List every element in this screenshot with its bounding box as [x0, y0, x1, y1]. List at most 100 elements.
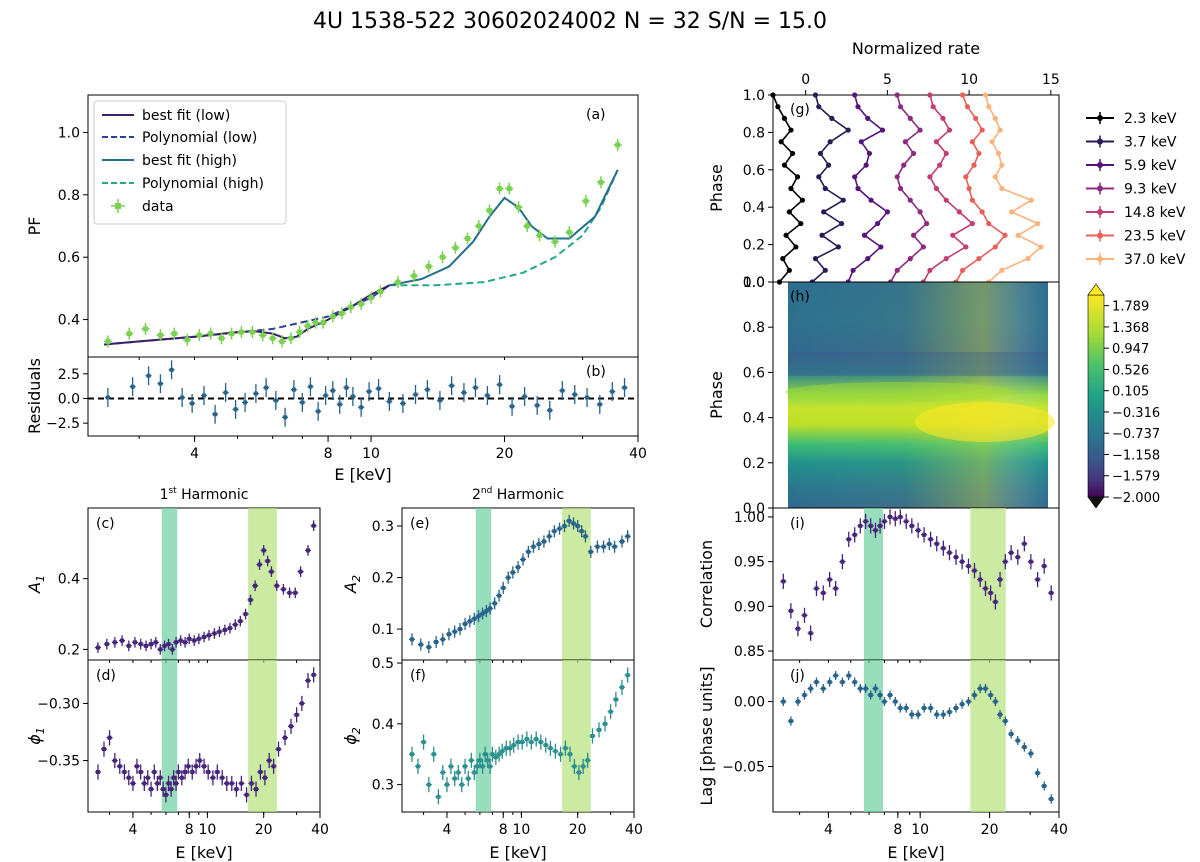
point-j-6	[821, 686, 826, 691]
profile-point-0-14	[781, 115, 788, 121]
point-i-33	[978, 577, 983, 582]
profile-point-2-2	[865, 256, 871, 262]
energy-band-f-1	[562, 660, 591, 812]
ytick-label-g-2: 0.4	[743, 200, 765, 216]
profile-point-5-15	[964, 104, 971, 110]
data-point-5	[184, 337, 190, 343]
profile-point-1-9	[816, 174, 822, 180]
ytick-label-f-1: 0.4	[372, 717, 394, 733]
panel-label-d: (d)	[96, 668, 116, 684]
point-c-19	[196, 636, 201, 641]
point-b-32	[437, 398, 442, 403]
point-f-20	[485, 758, 490, 763]
point-c-36	[281, 587, 286, 592]
profile-point-1-15	[816, 104, 822, 110]
ylabel-f: ϕ2	[341, 727, 363, 745]
ylabel-g: Phase	[707, 164, 726, 212]
legend-label-4: 14.8 keV	[1124, 205, 1186, 221]
point-i-17	[882, 519, 887, 524]
point-b-43	[572, 392, 577, 397]
point-j-42	[1028, 751, 1033, 756]
cbar-tick-label-8: −1.579	[1112, 470, 1160, 485]
ytick-label-i-0: 0.85	[734, 644, 765, 660]
profile-point-6-6	[1009, 209, 1015, 215]
profile-point-1-12	[827, 139, 833, 145]
data-point-11	[249, 329, 255, 335]
point-d-11	[145, 775, 150, 780]
point-d-39	[249, 781, 254, 786]
point-d-31	[210, 775, 215, 780]
profile-point-0-13	[788, 127, 794, 133]
point-c-9	[153, 640, 158, 645]
point-i-18	[888, 514, 893, 519]
point-c-26	[233, 622, 238, 627]
point-e-21	[520, 557, 525, 562]
point-d-10	[142, 781, 147, 786]
profile-point-3-9	[894, 174, 900, 180]
point-j-35	[988, 693, 993, 698]
point-c-7	[144, 643, 149, 648]
profile-point-6-10	[999, 162, 1005, 168]
profile-point-6-1	[999, 267, 1005, 273]
profile-point-2-13	[879, 127, 886, 133]
axes-j	[772, 659, 1060, 813]
energy-band-i-0	[863, 508, 884, 660]
point-j-4	[808, 686, 813, 691]
point-f-0	[409, 752, 414, 757]
point-c-15	[178, 638, 183, 643]
panel-g: 0.0 0.2 0.4 0.6 0.8 1.0 0 5 10 15 (g) Phase Norma…	[707, 39, 1186, 291]
point-f-39	[563, 746, 568, 751]
point-b-10	[233, 407, 238, 412]
point-i-30	[960, 559, 965, 564]
point-b-2	[146, 373, 151, 378]
point-c-38	[293, 590, 298, 595]
point-f-24	[497, 752, 502, 757]
point-c-29	[248, 597, 253, 602]
point-i-27	[941, 546, 946, 551]
point-d-16	[161, 787, 166, 792]
point-i-13	[863, 519, 868, 524]
data-point-18	[313, 320, 319, 326]
point-j-29	[953, 706, 958, 711]
point-c-8	[149, 642, 154, 647]
data-point-27	[411, 273, 417, 279]
point-e-37	[601, 544, 606, 549]
point-b-47	[622, 385, 627, 390]
point-i-29	[953, 555, 958, 560]
point-j-14	[868, 693, 873, 698]
profile-point-0-4	[783, 232, 789, 238]
point-i-4	[808, 631, 813, 636]
point-e-27	[552, 529, 557, 534]
point-d-37	[239, 781, 244, 786]
profile-point-1-2	[812, 256, 819, 262]
profile-point-4-5	[969, 220, 975, 227]
profile-point-0-11	[790, 150, 796, 157]
data-point-17	[305, 323, 311, 329]
point-j-41	[1022, 745, 1027, 750]
point-i-3	[802, 613, 807, 618]
point-e-18	[506, 575, 511, 580]
point-f-7	[444, 782, 449, 787]
point-d-3	[112, 758, 117, 763]
ytick-label-f-2: 0.5	[372, 656, 394, 672]
point-f-10	[456, 770, 461, 775]
point-b-33	[449, 383, 454, 388]
cbar-tick-label-0: 1.789	[1112, 300, 1149, 315]
point-i-34	[983, 586, 988, 591]
data-point-21	[339, 310, 345, 316]
point-d-49	[299, 701, 304, 706]
profile-point-4-1	[927, 267, 933, 273]
panel-i: 0.85 0.90 0.95 1.00 (i) Correlation	[697, 507, 1060, 663]
profile-line-2	[847, 94, 889, 283]
point-i-24	[922, 532, 927, 537]
xtick-label-b-3: 20	[496, 446, 514, 462]
point-i-45	[1049, 590, 1054, 595]
point-j-34	[983, 686, 988, 691]
axes-b	[87, 356, 639, 437]
point-i-31	[966, 564, 971, 569]
point-j-39	[1009, 732, 1014, 737]
profile-point-5-4	[1002, 232, 1008, 238]
point-f-40	[568, 752, 573, 757]
legend-label-data: data	[142, 199, 174, 215]
profile-point-5-7	[969, 197, 975, 203]
